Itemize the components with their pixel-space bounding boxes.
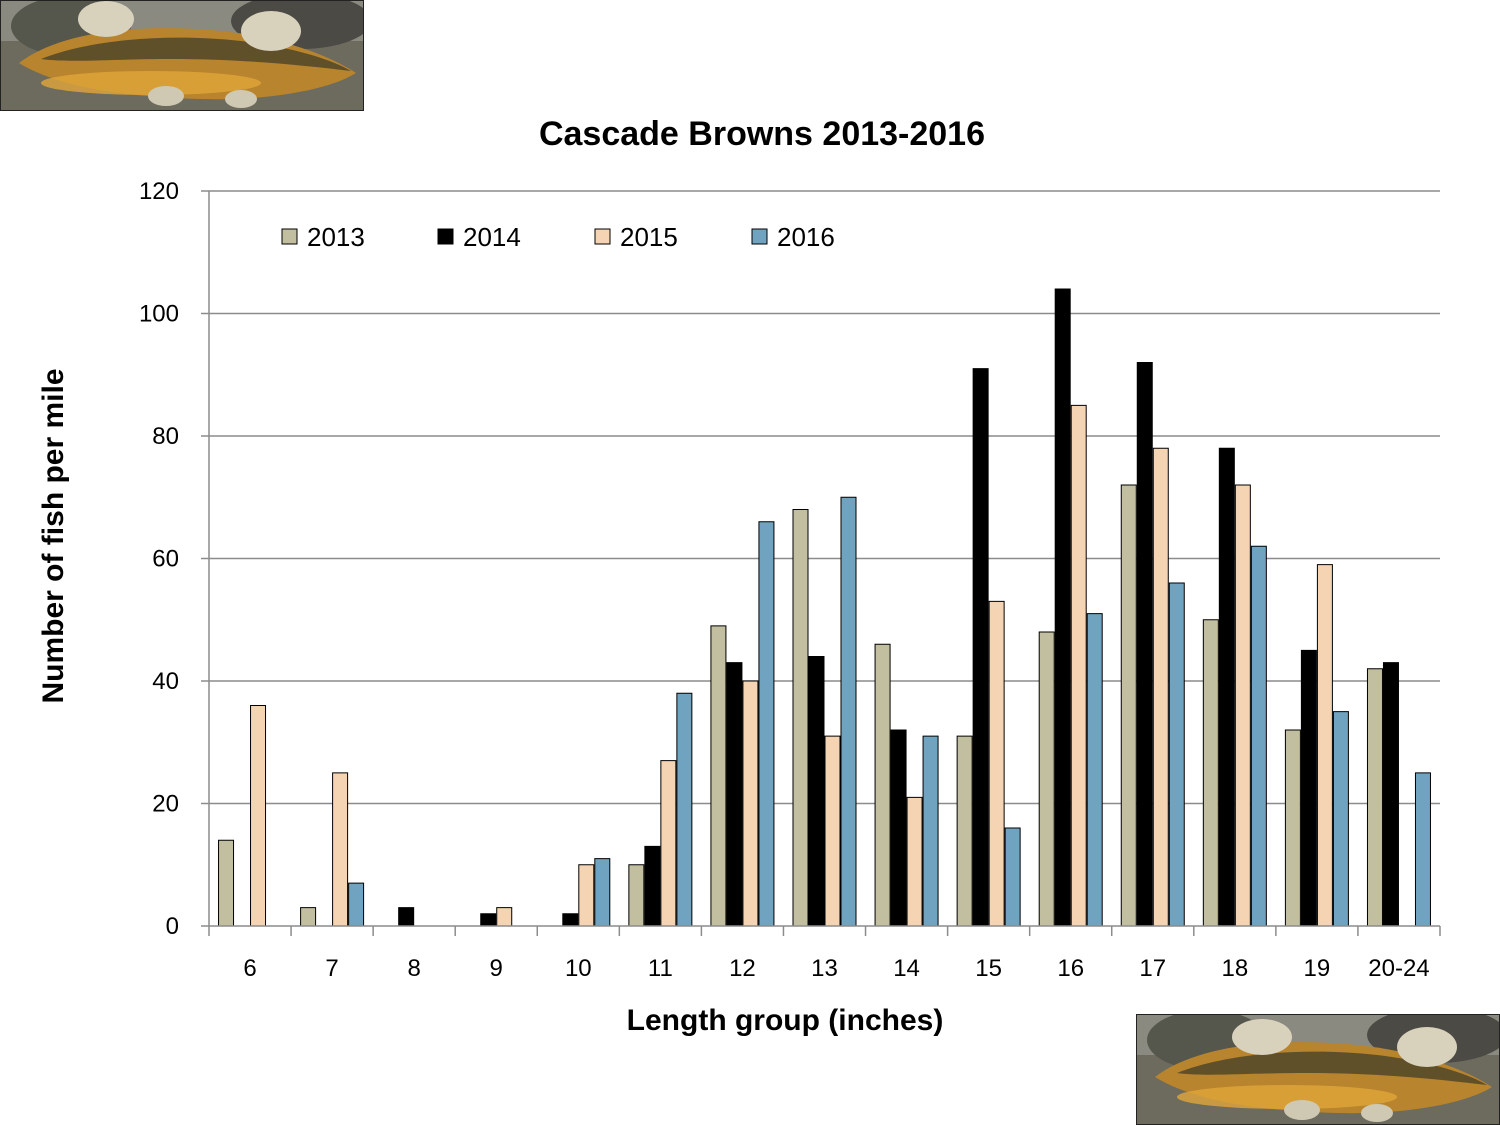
- legend-label-2014: 2014: [463, 222, 521, 252]
- bar-2016-19: [1332, 711, 1349, 927]
- bar-2015-15: [988, 600, 1005, 927]
- bar-2016-14: [922, 735, 939, 927]
- x-axis-label: Length group (inches): [627, 1004, 944, 1037]
- bar-2015-13: [824, 735, 841, 927]
- y-tick-label: 0: [166, 913, 179, 940]
- x-tick-label: 11: [648, 955, 673, 982]
- bar-2016-20-24: [1414, 772, 1431, 927]
- y-tick-label: 80: [152, 423, 179, 450]
- bar-2016-16: [1086, 613, 1103, 927]
- bar-2014-13: [808, 656, 825, 927]
- bar-2015-19: [1316, 564, 1333, 927]
- legend-swatch-2013: [281, 228, 298, 245]
- bar-2013-16: [1038, 631, 1055, 927]
- bar-2013-20-24: [1366, 668, 1383, 927]
- bar-2013-7: [300, 907, 317, 927]
- bar-2013-14: [874, 643, 891, 927]
- x-tick-label: 14: [893, 955, 920, 982]
- trout-photo-bottom-right: [1136, 1014, 1500, 1125]
- legend-swatch-2015: [594, 228, 611, 245]
- legend-label-2015: 2015: [620, 222, 678, 252]
- bar-2014-14: [890, 729, 907, 927]
- x-tick-label: 18: [1221, 955, 1248, 982]
- y-tick-labels: 0 20 40 60 80 100 120: [139, 178, 179, 940]
- bar-2016-12: [758, 521, 775, 927]
- bar-2013-13: [792, 509, 809, 927]
- bar-2013-11: [628, 864, 645, 927]
- y-tick-label: 100: [139, 301, 179, 328]
- x-tick-label: 6: [243, 955, 256, 982]
- x-tick-label: 12: [729, 955, 756, 982]
- y-tick-label: 40: [152, 668, 179, 695]
- x-tick-label: 7: [325, 955, 338, 982]
- bar-2016-15: [1004, 827, 1021, 927]
- legend-label-2016: 2016: [777, 222, 835, 252]
- bar-2013-17: [1120, 484, 1137, 927]
- bar-2013-15: [956, 735, 973, 927]
- bar-2014-10: [562, 913, 579, 927]
- bar-2013-18: [1202, 619, 1219, 927]
- x-tick-label: 16: [1057, 955, 1084, 982]
- bar-2016-17: [1168, 582, 1185, 927]
- x-tick-label: 9: [490, 955, 503, 982]
- x-tick-label: 13: [811, 955, 838, 982]
- bar-2015-9: [496, 907, 513, 927]
- x-tick-label: 17: [1139, 955, 1166, 982]
- bar-2015-7: [332, 772, 349, 927]
- x-tick-label: 15: [975, 955, 1002, 982]
- trout-photo-image: [1137, 1015, 1499, 1124]
- bar-2015-14: [906, 796, 923, 927]
- x-tick-label: 19: [1304, 955, 1331, 982]
- bar-2015-18: [1234, 484, 1251, 927]
- bar-2016-10: [594, 858, 611, 927]
- y-tick-label: 60: [152, 546, 179, 573]
- axes: [208, 191, 1441, 936]
- bar-2014-19: [1300, 649, 1317, 927]
- bars: [218, 288, 1431, 927]
- bar-2016-18: [1250, 545, 1267, 927]
- bar-2013-19: [1284, 729, 1301, 927]
- legend-swatch-2016: [751, 228, 768, 245]
- bar-2014-15: [972, 368, 989, 927]
- bar-2013-6: [218, 839, 235, 927]
- legend-label-2013: 2013: [307, 222, 365, 252]
- bar-2015-16: [1070, 404, 1087, 927]
- bar-2014-9: [480, 913, 497, 927]
- x-tick-label: 20-24: [1368, 955, 1429, 982]
- bar-2015-11: [660, 760, 677, 927]
- bar-2016-13: [840, 496, 857, 927]
- y-tick-label: 120: [139, 178, 179, 205]
- bar-2016-11: [676, 692, 693, 927]
- y-tick-label: 20: [152, 791, 179, 818]
- trout-photo-image: [1, 1, 363, 110]
- y-axis-label: Number of fish per mile: [37, 368, 70, 703]
- x-tick-label: 10: [565, 955, 592, 982]
- bar-2015-12: [742, 680, 759, 927]
- bar-2014-16: [1054, 288, 1071, 927]
- bar-2014-18: [1218, 447, 1235, 927]
- x-tick-label: 8: [407, 955, 420, 982]
- x-tick-labels: 6 7 8 9 10 11 12 13 14 15 16 17 18 19 20-24: [243, 955, 1429, 982]
- bar-2015-17: [1152, 447, 1169, 927]
- legend-swatch-2014: [437, 228, 454, 245]
- bar-2016-7: [348, 882, 365, 927]
- bar-2014-11: [644, 845, 661, 927]
- bar-2014-8: [398, 907, 415, 927]
- legend: 2013 2014 2015 2016: [281, 222, 835, 252]
- bar-2015-6: [250, 705, 267, 927]
- bar-2013-12: [710, 625, 727, 927]
- bar-2015-10: [578, 864, 595, 927]
- bar-2014-17: [1136, 362, 1153, 927]
- chart-title: Cascade Browns 2013-2016: [539, 115, 985, 153]
- bar-2014-20-24: [1382, 662, 1399, 927]
- bar-2014-12: [726, 662, 743, 927]
- trout-photo-top-left: [0, 0, 364, 111]
